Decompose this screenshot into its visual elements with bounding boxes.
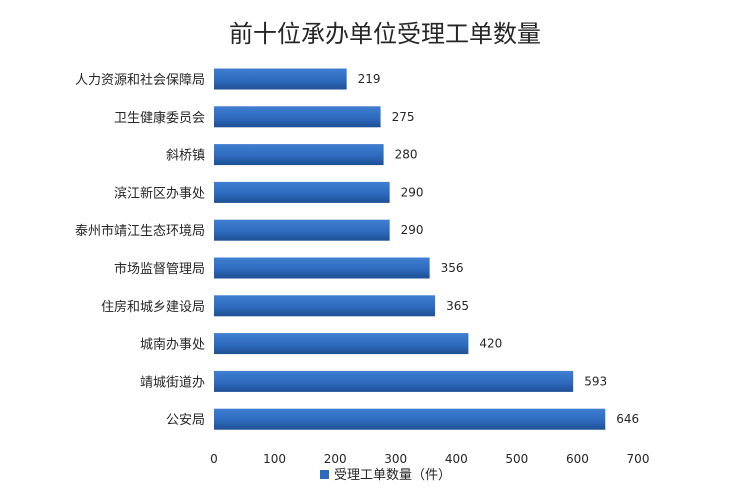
category-label: 泰州市靖江生态环境局 xyxy=(75,223,205,239)
x-tick-label: 0 xyxy=(210,452,218,466)
legend-swatch xyxy=(320,470,329,479)
data-label: 420 xyxy=(479,337,502,351)
bar xyxy=(214,408,606,430)
bar xyxy=(214,219,390,241)
data-label: 280 xyxy=(395,148,418,162)
data-label: 275 xyxy=(392,110,415,124)
category-label: 人力资源和社会保障局 xyxy=(75,72,205,88)
category-label: 公安局 xyxy=(166,413,205,428)
x-tick-label: 200 xyxy=(324,452,347,466)
bar xyxy=(214,181,390,203)
x-tick-label: 100 xyxy=(263,452,286,466)
category-label: 卫生健康委员会 xyxy=(114,110,205,126)
x-tick-label: 300 xyxy=(384,452,407,466)
data-label: 290 xyxy=(401,223,424,237)
category-label: 靖城街道办 xyxy=(140,375,205,390)
value-labels: 219 275 280 290 290 356 365 420 593 646 xyxy=(358,72,640,426)
data-label: 219 xyxy=(358,72,381,86)
data-label: 646 xyxy=(616,412,639,426)
data-label: 365 xyxy=(446,299,469,313)
bars xyxy=(214,68,606,430)
x-tick-label: 500 xyxy=(505,452,528,466)
bar xyxy=(214,295,436,317)
data-label: 593 xyxy=(584,374,607,388)
x-tick-label: 700 xyxy=(627,452,650,466)
legend-label: 受理工单数量（件） xyxy=(334,468,451,483)
x-tick-label: 400 xyxy=(445,452,468,466)
category-label: 市场监督管理局 xyxy=(114,261,205,277)
bar xyxy=(214,257,430,279)
bar xyxy=(214,333,469,355)
x-tick-label: 600 xyxy=(566,452,589,466)
category-labels: 人力资源和社会保障局卫生健康委员会斜桥镇滨江新区办事处泰州市靖江生态环境局市场监… xyxy=(75,72,205,428)
data-label: 356 xyxy=(441,261,464,275)
bar xyxy=(214,68,347,90)
data-label: 290 xyxy=(401,185,424,199)
bar xyxy=(214,370,574,392)
legend: 受理工单数量（件） xyxy=(320,468,451,483)
category-label: 城南办事处 xyxy=(140,337,205,353)
chart-title: 前十位承办单位受理工单数量 xyxy=(229,20,541,48)
category-label: 滨江新区办事处 xyxy=(114,185,205,201)
bar xyxy=(214,106,381,128)
x-axis-ticks: 0 100 200 300 400 500 600 700 xyxy=(210,452,649,466)
bar xyxy=(214,144,384,166)
category-label: 住房和城乡建设局 xyxy=(101,299,205,315)
category-label: 斜桥镇 xyxy=(166,149,205,164)
